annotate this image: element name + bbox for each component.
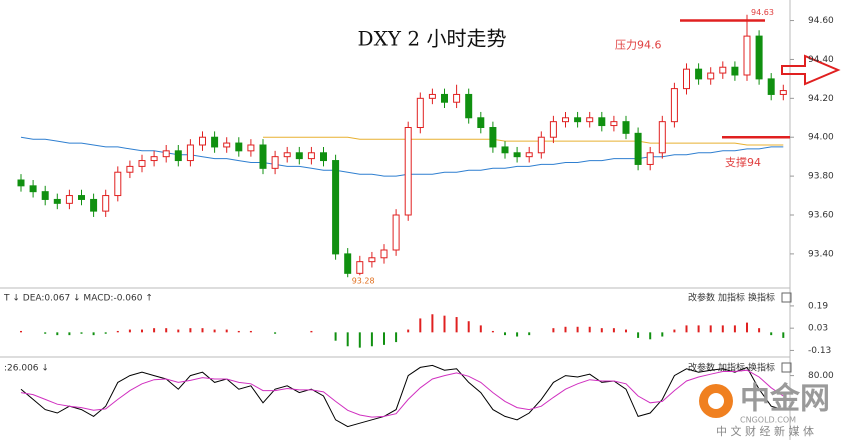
candle-body	[549, 121, 557, 138]
candle-body	[356, 261, 364, 274]
candle-body	[102, 195, 110, 212]
candle-body	[17, 179, 25, 187]
candle-body	[90, 198, 98, 212]
candle-body	[259, 144, 267, 169]
y-tick-label: 94.20	[808, 94, 834, 104]
candle-body	[658, 121, 666, 154]
line-series	[20, 136, 784, 177]
candle-body	[465, 93, 473, 119]
candle-body	[501, 146, 509, 154]
candle-body	[574, 117, 582, 123]
candle-body	[586, 117, 594, 123]
level-label: 压力94.6	[615, 39, 662, 52]
candle-body	[295, 152, 303, 160]
watermark-slogan: 中 文 财 经 新 媒 体	[716, 424, 814, 438]
candle-body	[211, 136, 219, 148]
arrow-icon	[781, 54, 841, 86]
y-tick-label: 0.19	[808, 301, 828, 311]
y-tick-label: 0.03	[808, 324, 828, 334]
candle-body	[489, 127, 497, 148]
candle-body	[562, 117, 569, 123]
line-series	[20, 364, 784, 428]
candle-body	[428, 93, 436, 99]
candle-body	[126, 165, 134, 173]
panel-button[interactable]: 换指标	[748, 292, 775, 304]
candle-body	[247, 144, 255, 152]
candle-body	[368, 257, 376, 263]
panel-button[interactable]: 加指标	[718, 292, 745, 304]
candle-body	[537, 136, 545, 154]
candle-body	[392, 214, 400, 251]
candle-body	[344, 253, 352, 274]
candle-body	[525, 152, 533, 158]
indicator-header: T ↓ DEA:0.067 ↓ MACD:-0.060 ↑	[3, 294, 153, 304]
candle-body	[174, 150, 182, 162]
candle-body	[162, 150, 170, 158]
candle-body	[380, 249, 388, 259]
candle-body	[441, 93, 448, 103]
candle-body	[138, 160, 146, 167]
panel-button[interactable]: 改参数	[688, 292, 715, 304]
candle-body	[332, 160, 340, 255]
candle-body	[598, 117, 606, 127]
candle-body	[513, 152, 521, 158]
line-series	[20, 369, 784, 418]
candle-body	[186, 144, 194, 162]
candle-body	[755, 35, 763, 80]
candle-body	[320, 152, 327, 162]
price-annotation: 93.28	[352, 277, 375, 286]
candle-body	[743, 35, 751, 76]
close-button[interactable]	[781, 362, 792, 373]
candle-body	[610, 121, 618, 127]
y-tick-label: -0.13	[808, 346, 831, 356]
candle-body	[719, 66, 727, 74]
candle-body	[404, 127, 412, 216]
candle-body	[29, 185, 37, 193]
candle-body	[731, 66, 739, 76]
candle-body	[695, 68, 703, 80]
candle-body	[683, 68, 690, 90]
candle-body	[150, 156, 158, 162]
candle-body	[707, 72, 715, 80]
y-tick-label: 94.40	[808, 55, 834, 65]
level-label: 支撑94	[725, 155, 761, 169]
candle-body	[767, 78, 775, 95]
candle-body	[634, 132, 642, 165]
candle-body	[235, 142, 243, 152]
candle-body	[416, 97, 424, 129]
y-tick-label: 94.60	[808, 16, 834, 26]
candle-body	[477, 117, 485, 129]
candle-body	[78, 195, 85, 200]
watermark: 中金网 CNGOLD.COM 中 文 财 经 新 媒 体	[699, 382, 830, 438]
candle-body	[114, 171, 122, 197]
candle-body	[283, 152, 291, 158]
candle-body	[646, 152, 654, 165]
y-tick-label: 93.40	[808, 249, 834, 259]
y-tick-label: 93.80	[808, 172, 834, 182]
watermark-brand: 中金网	[740, 382, 830, 417]
candle-body	[271, 156, 279, 169]
candle-body	[199, 136, 206, 146]
panel-button[interactable]: 换指标	[748, 362, 775, 374]
candle-body	[779, 90, 787, 95]
candle-body	[453, 93, 461, 103]
indicator-header: :26.006 ↓	[4, 364, 49, 374]
y-tick-label: 80.00	[808, 371, 834, 381]
line-series	[263, 136, 784, 146]
candle-body	[53, 198, 61, 204]
candle-body	[41, 191, 49, 200]
watermark-site: CNGOLD.COM	[740, 416, 796, 425]
candle-body	[670, 88, 678, 123]
chart-title: DXY 2 小时走势	[358, 27, 507, 51]
candle-body	[223, 142, 231, 148]
candle-body	[622, 121, 630, 134]
logo-inner	[708, 393, 724, 409]
candle-body	[307, 152, 315, 160]
price-annotation: 94.63	[751, 8, 774, 17]
close-button[interactable]	[781, 292, 792, 303]
y-tick-label: 93.60	[808, 211, 834, 221]
y-tick-label: 94.00	[808, 133, 834, 143]
candle-body	[65, 195, 73, 204]
